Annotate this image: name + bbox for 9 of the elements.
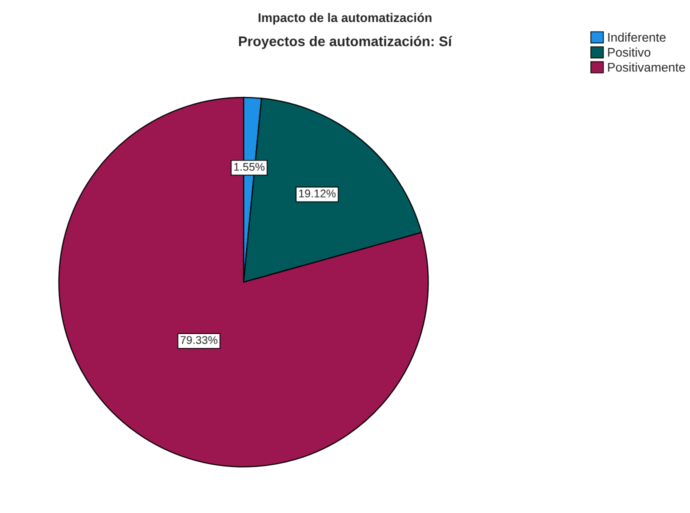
chart-title: Impacto de la automatización <box>258 12 432 25</box>
legend-label: Indiferente <box>608 32 666 42</box>
chart-subtitle: Proyectos de automatización: Sí <box>239 36 452 49</box>
data-label: 79.33% <box>180 336 218 344</box>
legend-label: Positivo <box>608 48 650 57</box>
legend-label: Positivamente <box>608 62 686 72</box>
data-label: 1.55% <box>234 162 264 171</box>
data-label: 19.12% <box>299 190 336 198</box>
pie-slice <box>58 96 429 468</box>
